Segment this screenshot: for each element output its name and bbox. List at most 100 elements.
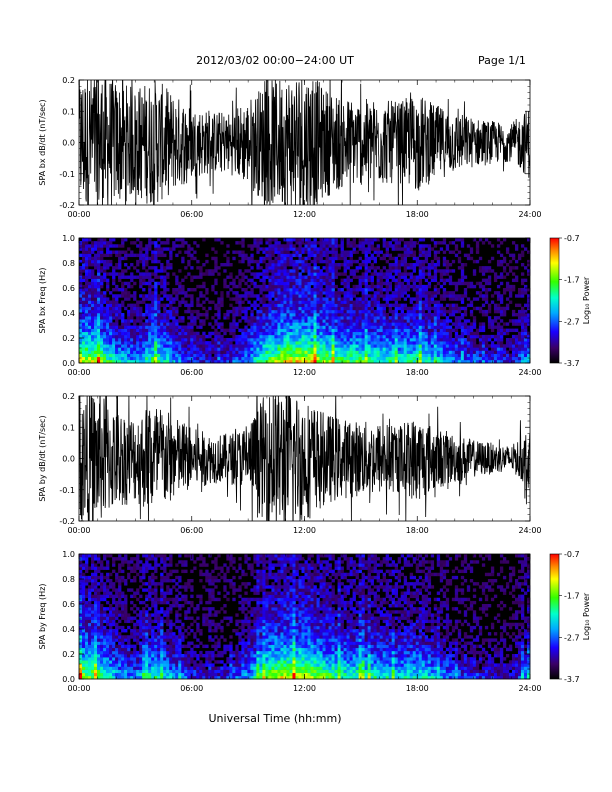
heatmap-cell bbox=[169, 247, 173, 251]
heatmap-cell bbox=[289, 331, 293, 336]
heatmap-cell bbox=[139, 325, 143, 329]
heatmap-cell bbox=[88, 294, 92, 298]
heatmap-cell bbox=[406, 350, 411, 354]
heatmap-cell bbox=[139, 334, 143, 339]
heatmap-cell bbox=[379, 294, 383, 298]
heatmap-cell bbox=[277, 356, 281, 361]
heatmap-cell bbox=[328, 334, 332, 339]
heatmap-cell bbox=[484, 291, 489, 295]
heatmap-cell bbox=[229, 325, 233, 329]
heatmap-cell bbox=[427, 269, 432, 273]
heatmap-cell bbox=[145, 313, 149, 317]
heatmap-cell bbox=[325, 359, 329, 364]
heatmap-cell bbox=[268, 331, 272, 336]
heatmap-cell bbox=[157, 344, 161, 348]
heatmap-cell bbox=[346, 313, 350, 317]
heatmap-cell bbox=[505, 328, 510, 333]
heatmap-cell bbox=[250, 294, 254, 298]
heatmap-cell bbox=[496, 325, 501, 329]
heatmap-cell bbox=[388, 334, 392, 339]
heatmap-cell bbox=[130, 250, 134, 254]
heatmap-cell bbox=[271, 278, 275, 283]
heatmap-cell bbox=[130, 316, 134, 320]
heatmap-cell bbox=[352, 347, 356, 351]
heatmap-cell bbox=[178, 334, 182, 339]
heatmap-cell bbox=[214, 256, 218, 261]
heatmap-cell bbox=[238, 269, 242, 273]
heatmap-cell bbox=[82, 356, 86, 361]
heatmap-cell bbox=[100, 303, 104, 308]
heatmap-cell bbox=[277, 313, 281, 317]
heatmap-cell bbox=[130, 325, 134, 329]
heatmap-cell bbox=[385, 347, 389, 351]
heatmap-cell bbox=[133, 241, 137, 245]
heatmap-cell bbox=[337, 331, 341, 336]
heatmap-cell bbox=[439, 341, 444, 345]
heatmap-cell bbox=[277, 353, 281, 358]
heatmap-cell bbox=[415, 322, 420, 326]
heatmap-cell bbox=[442, 341, 447, 345]
heatmap-cell bbox=[424, 322, 429, 326]
heatmap-cell bbox=[484, 356, 489, 361]
heatmap-cell bbox=[379, 288, 383, 292]
heatmap-cell bbox=[244, 328, 248, 333]
heatmap-cell bbox=[112, 344, 116, 348]
heatmap-cell bbox=[343, 338, 347, 342]
heatmap-cell bbox=[316, 356, 320, 361]
heatmap-cell bbox=[301, 313, 305, 317]
heatmap-cell bbox=[259, 319, 263, 323]
heatmap-cell bbox=[388, 288, 392, 292]
heatmap-cell bbox=[490, 325, 495, 329]
heatmap-cell bbox=[349, 278, 353, 283]
heatmap-cell bbox=[145, 331, 149, 336]
heatmap-cell bbox=[304, 331, 308, 336]
heatmap-cell bbox=[169, 334, 173, 339]
heatmap-cell bbox=[421, 266, 426, 270]
heatmap-cell bbox=[112, 334, 116, 339]
heatmap-cell bbox=[238, 284, 242, 289]
heatmap-cell bbox=[79, 644, 83, 649]
heatmap-cell bbox=[253, 350, 257, 354]
heatmap-cell bbox=[295, 322, 299, 326]
heatmap-cell bbox=[142, 294, 146, 298]
heatmap-cell bbox=[214, 306, 218, 311]
heatmap-cell bbox=[319, 347, 323, 351]
heatmap-cell bbox=[115, 338, 119, 342]
x-tick-label: 12:00 bbox=[293, 368, 316, 377]
heatmap-cell bbox=[400, 334, 405, 339]
heatmap-cell bbox=[121, 313, 125, 317]
heatmap-cell bbox=[229, 297, 233, 301]
heatmap-cell bbox=[142, 353, 146, 358]
heatmap-cell bbox=[514, 338, 519, 342]
heatmap-cell bbox=[154, 303, 158, 308]
heatmap-cell bbox=[157, 359, 161, 364]
heatmap-cell bbox=[238, 306, 242, 311]
heatmap-cell bbox=[328, 272, 332, 276]
heatmap-cell bbox=[82, 322, 86, 326]
heatmap-cell bbox=[502, 350, 507, 354]
heatmap-cell bbox=[526, 269, 531, 273]
heatmap-cell bbox=[433, 344, 438, 348]
heatmap-cell bbox=[103, 328, 107, 333]
heatmap-cell bbox=[439, 359, 444, 364]
heatmap-cell bbox=[175, 297, 179, 301]
heatmap-cell bbox=[223, 350, 227, 354]
heatmap-cell bbox=[373, 331, 377, 336]
heatmap-cell bbox=[151, 353, 155, 358]
heatmap-cell bbox=[346, 341, 350, 345]
heatmap-cell bbox=[280, 353, 284, 358]
heatmap-cell bbox=[304, 263, 308, 267]
heatmap-cell bbox=[280, 259, 284, 264]
heatmap-cell bbox=[448, 291, 453, 295]
heatmap-cell bbox=[274, 306, 278, 311]
heatmap-cell bbox=[181, 344, 185, 348]
x-tick-label: 00:00 bbox=[67, 526, 90, 535]
heatmap-cell bbox=[349, 347, 353, 351]
heatmap-cell bbox=[295, 325, 299, 329]
heatmap-cell bbox=[334, 238, 338, 242]
heatmap-cell bbox=[385, 313, 389, 317]
heatmap-cell bbox=[313, 281, 317, 286]
heatmap-cell bbox=[352, 303, 356, 308]
heatmap-cell bbox=[433, 284, 438, 289]
heatmap-cell bbox=[349, 316, 353, 320]
